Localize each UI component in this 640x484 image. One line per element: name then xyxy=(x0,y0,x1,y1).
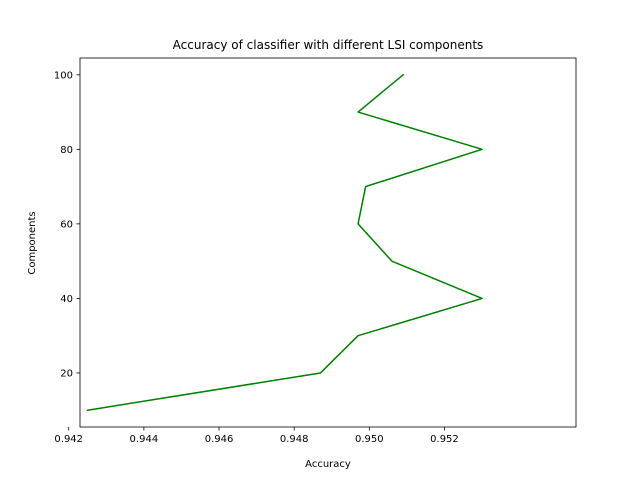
x-axis: 0.942 0.944 0.946 0.948 0.950 0.952 xyxy=(54,427,459,445)
y-axis: 20 40 60 80 100 xyxy=(54,70,80,379)
plot-frame xyxy=(79,57,577,428)
x-tick-label: 0.950 xyxy=(355,434,384,445)
x-tick-label: 0.942 xyxy=(54,434,83,445)
y-tick-label: 80 xyxy=(60,145,73,156)
y-tick-label: 100 xyxy=(54,70,73,81)
x-tick-label: 0.944 xyxy=(130,434,159,445)
x-tick-label: 0.952 xyxy=(430,434,459,445)
x-axis-label: Accuracy xyxy=(305,459,351,470)
y-tick-label: 60 xyxy=(60,219,73,230)
series-line xyxy=(86,73,483,412)
y-tick-label: 20 xyxy=(60,368,73,379)
y-axis-label: Components xyxy=(27,211,38,274)
x-tick-label: 0.946 xyxy=(205,434,234,445)
chart-title: Accuracy of classifier with different LS… xyxy=(173,38,484,52)
x-tick-label: 0.948 xyxy=(280,434,309,445)
y-tick-label: 40 xyxy=(60,294,73,305)
plot-area xyxy=(86,73,483,412)
